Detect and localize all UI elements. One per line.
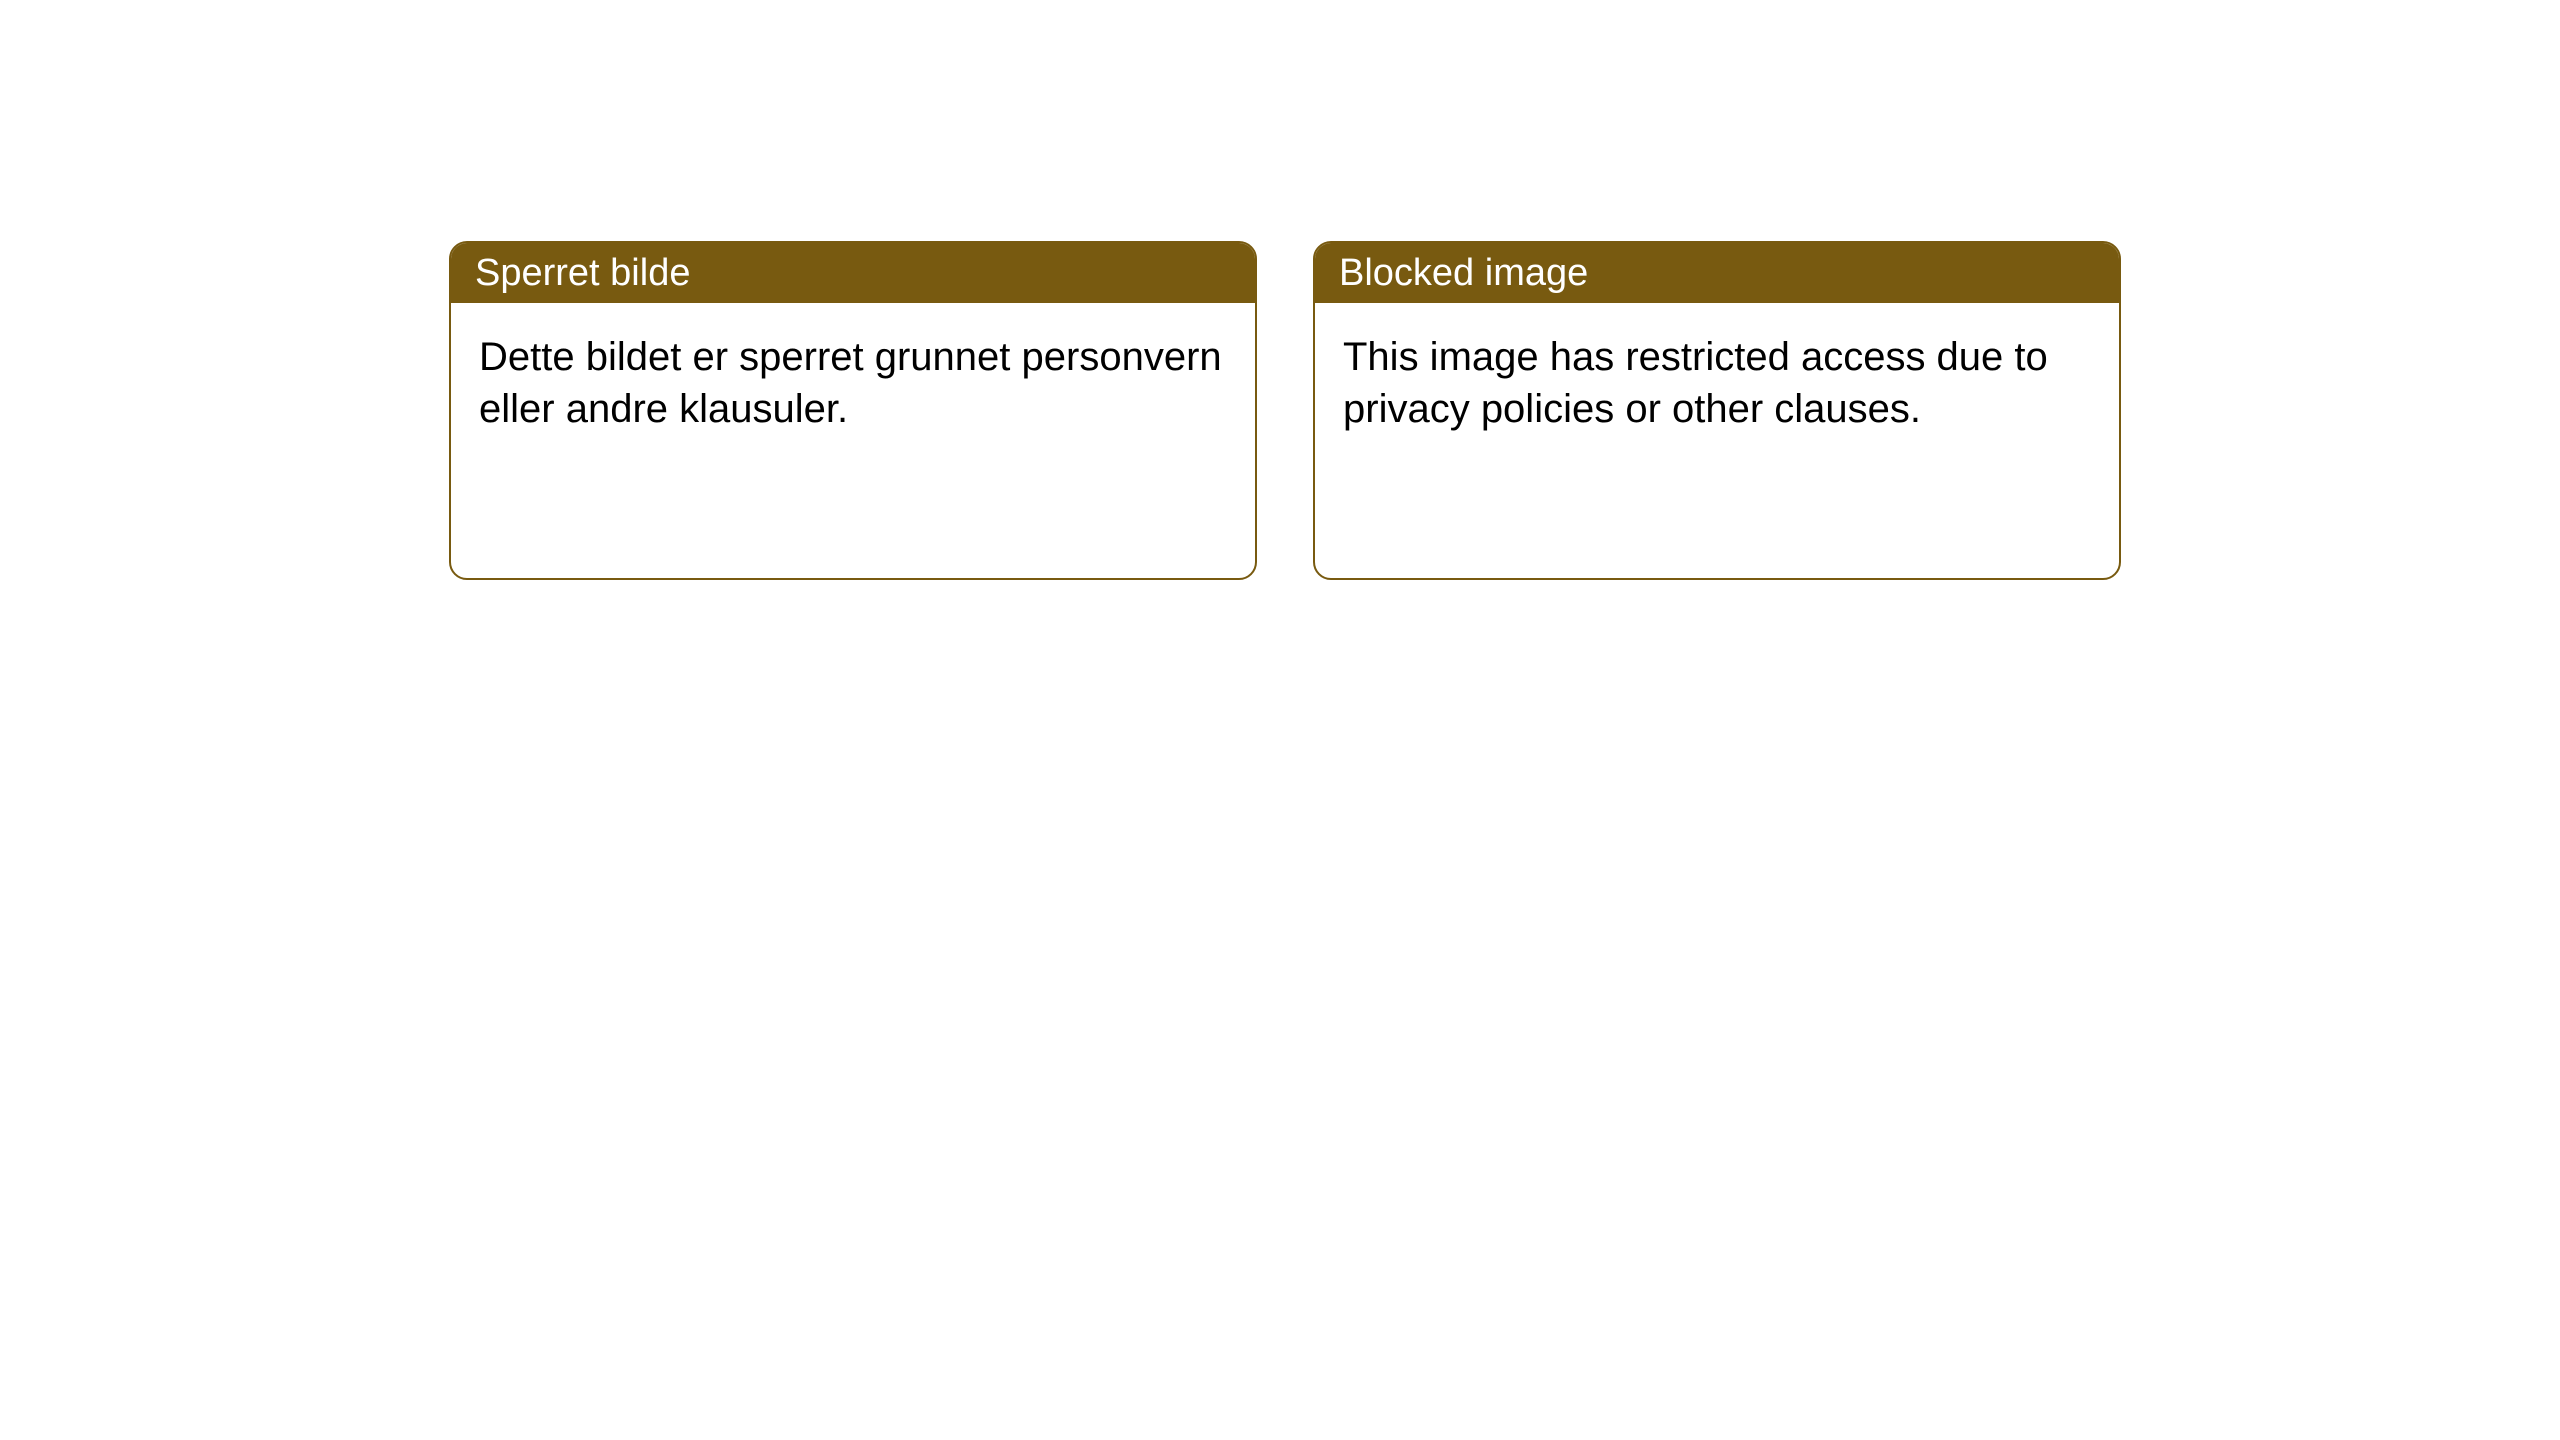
panel-nb: Sperret bilde Dette bildet er sperret gr…: [449, 241, 1257, 580]
panel-body-en: This image has restricted access due to …: [1315, 303, 2119, 578]
panel-en: Blocked image This image has restricted …: [1313, 241, 2121, 580]
panel-row: Sperret bilde Dette bildet er sperret gr…: [0, 0, 2560, 580]
panel-title-nb: Sperret bilde: [475, 252, 690, 295]
panel-body-text-en: This image has restricted access due to …: [1343, 335, 2048, 431]
panel-body-nb: Dette bildet er sperret grunnet personve…: [451, 303, 1255, 578]
panel-header-nb: Sperret bilde: [451, 243, 1255, 303]
panel-header-en: Blocked image: [1315, 243, 2119, 303]
panel-body-text-nb: Dette bildet er sperret grunnet personve…: [479, 335, 1222, 431]
panel-title-en: Blocked image: [1339, 252, 1588, 295]
